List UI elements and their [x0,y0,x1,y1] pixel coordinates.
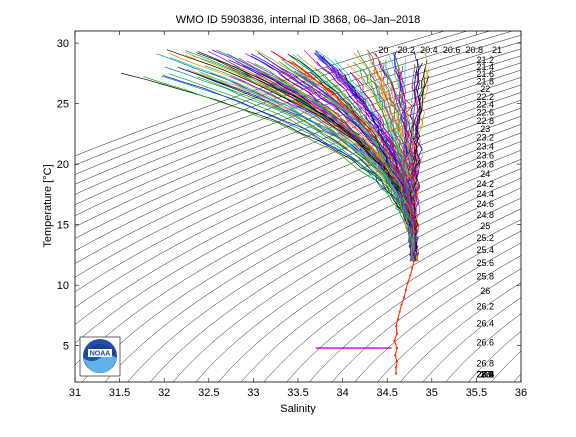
density-contour-label: 20.2 [397,45,415,55]
deep-profile-point [403,296,405,298]
deep-profile-point [393,340,395,342]
x-tick-label: 36 [515,387,527,399]
deep-profile-point [395,325,397,327]
deep-profile-point [395,366,397,368]
x-tick-label: 33.5 [287,387,308,399]
x-tick-label: 33 [247,387,259,399]
density-contour-label: 26.8 [477,359,495,369]
y-tick-label: 20 [57,159,69,171]
density-contour-label: 24.6 [477,199,495,209]
y-tick-label: 25 [57,99,69,111]
deep-profile-point [411,267,413,269]
deep-profile-point [397,318,399,320]
logo-text: NOAA [90,351,111,358]
x-tick-label: 34.5 [376,387,397,399]
density-contour-label: 25 [480,221,490,231]
density-contour-label: 28.8 [477,370,495,380]
y-tick-label: 15 [57,220,69,232]
x-tick-label: 34 [336,387,348,399]
density-contour-label: 20.4 [420,45,438,55]
noaa-logo: NOAA [80,337,120,376]
density-contour-label: 26 [480,286,490,296]
density-contour-label: 26.4 [477,319,495,329]
density-contour-label: 24 [480,169,490,179]
x-tick-label: 31.5 [109,387,130,399]
deep-profile-point [396,347,398,349]
deep-profile-point [399,311,401,313]
density-contour-label: 20.8 [466,45,484,55]
x-axis-label: Salinity [280,403,316,415]
density-contour-label: 21 [492,45,502,55]
deep-profile-point [396,333,398,335]
density-contour-label: 24.8 [477,210,495,220]
deep-profile-point [400,303,402,305]
density-contour-label: 20.6 [443,45,461,55]
density-contour-label: 20 [378,45,388,55]
x-tick-label: 32.5 [198,387,219,399]
x-tick-label: 35.5 [466,387,487,399]
y-tick-label: 10 [57,280,69,292]
deep-profile-point [407,282,409,284]
deep-profile-point [394,354,396,356]
y-tick-label: 30 [57,38,69,50]
density-contour-label: 25.2 [477,233,495,243]
deep-profile-point [395,372,397,374]
x-tick-label: 31 [69,387,81,399]
chart-title: WMO ID 5903836, internal ID 3868, 06–Jan… [176,14,421,26]
y-tick-label: 5 [63,341,69,353]
deep-profile-point [413,260,415,262]
density-contour-label: 26.2 [477,302,495,312]
deep-profile-point [396,360,398,362]
deep-profile-point [405,289,407,291]
density-contour-label: 24.2 [477,179,495,189]
y-axis-label: Temperature [°C] [42,164,54,247]
density-contour-label: 25.8 [477,272,495,282]
density-contour-label: 25.4 [477,245,495,255]
density-contour-label: 24.4 [477,189,495,199]
x-tick-label: 35 [426,387,438,399]
deep-profile-point [409,274,411,276]
density-contour-label: 25.6 [477,258,495,268]
x-tick-label: 32 [158,387,170,399]
density-contour-label: 26.6 [477,337,495,347]
